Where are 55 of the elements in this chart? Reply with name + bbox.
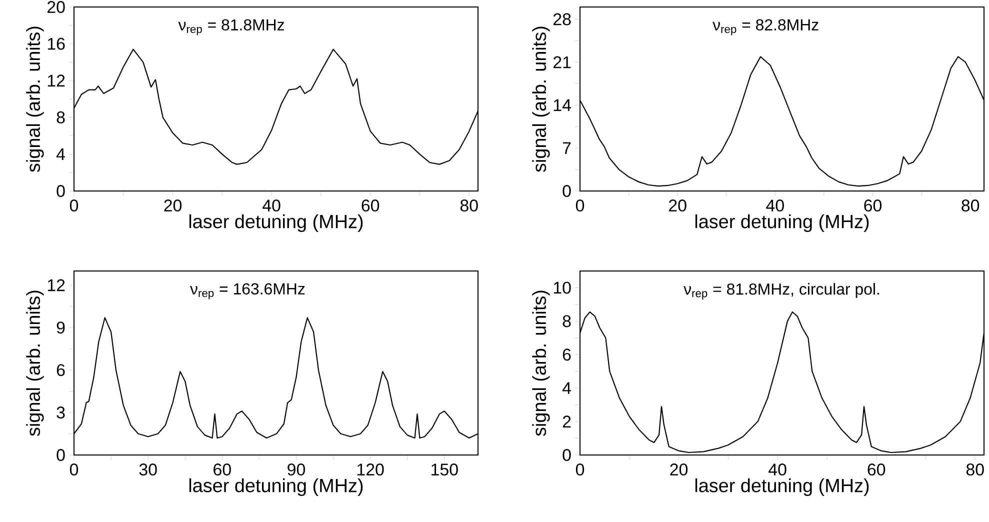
- x-tick-label: 60: [868, 464, 886, 476]
- x-tick-label: 30: [139, 464, 157, 476]
- y-tick-label: 2: [562, 416, 571, 428]
- y-tick-label: 8: [562, 315, 571, 328]
- y-tick-label: 4: [56, 148, 65, 160]
- x-tick-label: 150: [432, 464, 458, 476]
- y-tick-label: 21: [554, 56, 571, 68]
- y-tick-label: 16: [48, 38, 65, 50]
- y-tick-label: 4: [562, 382, 571, 394]
- x-tick-label: 120: [358, 464, 384, 476]
- y-tick-label: 20: [48, 1, 65, 14]
- x-tick-label: 60: [864, 200, 882, 212]
- y-axis-title: signal (arb. units): [26, 290, 44, 436]
- x-tick-label: 0: [70, 464, 78, 476]
- x-tick-label: 20: [670, 464, 688, 476]
- y-tick-label: 3: [56, 406, 65, 419]
- x-tick-label: 60: [214, 464, 231, 476]
- x-tick-label: 0: [70, 200, 78, 212]
- x-tick-label: 0: [576, 464, 584, 476]
- x-tick-label: 40: [768, 464, 786, 476]
- y-tick-label: 6: [562, 348, 571, 361]
- y-tick-label: 12: [48, 279, 65, 292]
- y-tick-label: 12: [48, 74, 65, 87]
- annotation: ν$_{rep}$ = 82.8MHz: [712, 19, 818, 36]
- y-tick-label: 7: [562, 142, 571, 154]
- x-tick-label: 20: [669, 200, 686, 212]
- y-tick-label: 0: [562, 185, 571, 198]
- x-tick-label: 0: [576, 200, 584, 212]
- x-tick-label: 80: [962, 200, 980, 212]
- x-axis-title: laser detuning (MHz): [695, 478, 869, 496]
- y-tick-label: 28: [554, 13, 571, 26]
- annotation: ν$_{rep}$ = 163.6MHz: [190, 283, 305, 300]
- x-tick-label: 40: [766, 200, 784, 212]
- y-tick-label: 10: [554, 282, 571, 294]
- x-tick-label: 90: [288, 464, 306, 476]
- y-axis-title: signal (arb. units): [532, 290, 550, 436]
- annotation: ν$_{rep}$ = 81.8MHz: [178, 19, 284, 36]
- x-tick-label: 60: [362, 200, 380, 212]
- x-tick-label: 40: [262, 200, 280, 212]
- y-tick-label: 0: [562, 449, 571, 462]
- annotation: ν$_{rep}$ = 81.8MHz, circular pol.: [684, 283, 879, 300]
- x-axis-title: laser detuning (MHz): [189, 478, 363, 496]
- y-tick-label: 9: [56, 322, 65, 334]
- y-axis-title: signal (arb. units): [26, 26, 44, 172]
- y-axis-title: signal (arb. units): [532, 26, 550, 172]
- x-tick-label: 20: [164, 200, 182, 212]
- x-axis-title: laser detuning (MHz): [189, 214, 363, 232]
- x-tick-label: 80: [460, 200, 478, 212]
- x-tick-label: 80: [966, 464, 984, 476]
- y-tick-label: 0: [56, 185, 65, 198]
- y-tick-label: 14: [554, 99, 571, 111]
- y-tick-label: 6: [56, 364, 65, 376]
- y-tick-label: 0: [56, 449, 65, 462]
- x-axis-title: laser detuning (MHz): [695, 214, 869, 232]
- y-tick-label: 8: [56, 111, 65, 124]
